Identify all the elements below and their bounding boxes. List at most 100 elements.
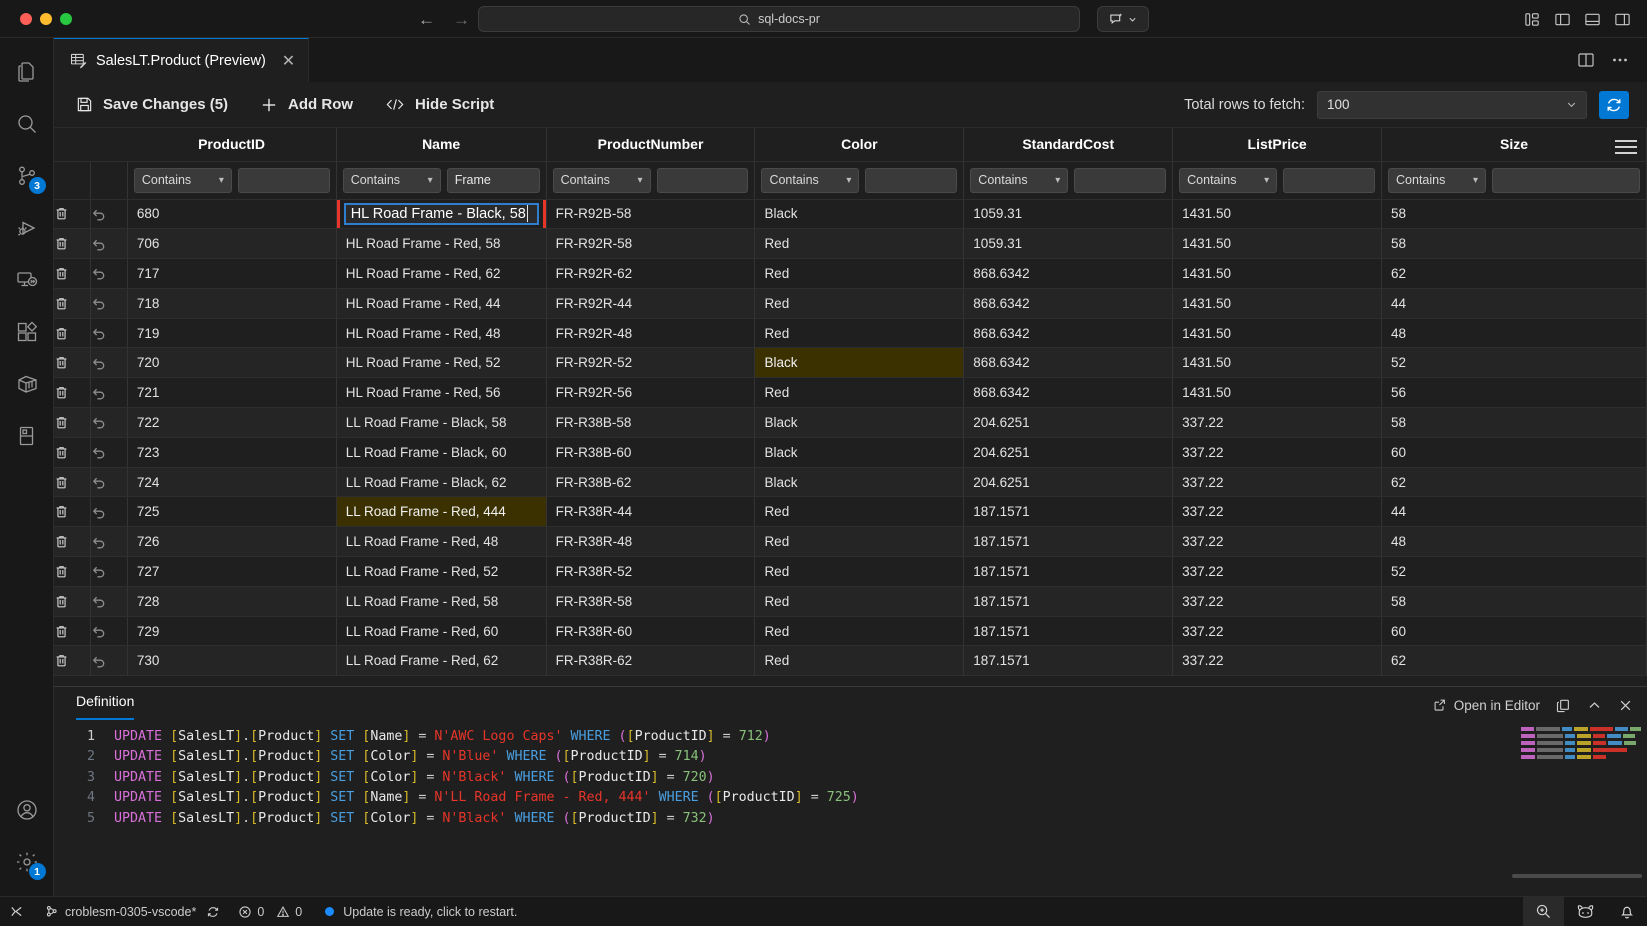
maximize-window-button[interactable]	[60, 12, 72, 25]
filter-input-productid[interactable]	[237, 167, 330, 193]
filter-input-size[interactable]	[1492, 167, 1640, 193]
cell-name[interactable]: LL Road Frame - Red, 62	[336, 645, 547, 677]
filter-input-productnumber[interactable]	[656, 167, 749, 193]
cell-color[interactable]: Red	[754, 228, 965, 260]
cell-size[interactable]: 44	[1381, 288, 1647, 319]
cell-standardcost[interactable]: 204.6251	[963, 467, 1174, 498]
script-scrollbar[interactable]	[1512, 874, 1642, 878]
cell-name[interactable]: LL Road Frame - Black, 60	[336, 437, 547, 468]
close-icon[interactable]	[1618, 698, 1633, 713]
trash-icon[interactable]	[54, 437, 92, 468]
cell-name[interactable]: LL Road Frame - Black, 62	[336, 467, 547, 498]
cell-color[interactable]: Red	[754, 288, 965, 319]
table-row[interactable]: 722 LL Road Frame - Black, 58 FR-R38B-58 Bl…	[54, 407, 1647, 438]
undo-icon[interactable]	[90, 616, 128, 647]
cell-standardcost[interactable]: 868.6342	[963, 258, 1174, 289]
sidebar-item-extensions[interactable]	[0, 306, 54, 358]
column-header-name[interactable]: Name	[336, 128, 547, 162]
cell-standardcost[interactable]: 868.6342	[963, 347, 1174, 379]
cell-name[interactable]: HL Road Frame - Red, 56	[336, 377, 547, 409]
sync-icon[interactable]	[206, 905, 220, 919]
trash-icon[interactable]	[54, 199, 92, 230]
arrow-right-icon[interactable]: →	[453, 9, 470, 29]
cell-listprice[interactable]: 1431.50	[1172, 347, 1383, 379]
undo-icon[interactable]	[90, 586, 128, 617]
table-row[interactable]: 719 HL Road Frame - Red, 48 FR-R92R-48 Red 8…	[54, 318, 1647, 349]
update-ready-indicator[interactable]: Update is ready, click to restart.	[311, 897, 526, 926]
cell-name[interactable]: LL Road Frame - Red, 48	[336, 526, 547, 558]
cell-productid[interactable]: 724	[127, 467, 337, 498]
cell-standardcost[interactable]: 868.6342	[963, 377, 1174, 409]
table-row[interactable]: 727 LL Road Frame - Red, 52 FR-R38R-52 Red 1…	[54, 556, 1647, 587]
cell-size[interactable]: 60	[1381, 616, 1647, 647]
cell-productid[interactable]: 728	[127, 586, 337, 617]
cell-listprice[interactable]: 1431.50	[1172, 288, 1383, 319]
chevron-up-icon[interactable]	[1587, 698, 1602, 713]
undo-icon[interactable]	[90, 377, 128, 409]
chat-menu-button[interactable]	[1097, 6, 1149, 32]
cell-size[interactable]: 58	[1381, 586, 1647, 617]
cell-standardcost[interactable]: 187.1571	[963, 616, 1174, 647]
trash-icon[interactable]	[54, 318, 92, 349]
trash-icon[interactable]	[54, 467, 92, 498]
sidebar-item-containers[interactable]	[0, 358, 54, 410]
column-header-listprice[interactable]: ListPrice	[1172, 128, 1383, 162]
cell-editor-input[interactable]: HL Road Frame - Black, 58	[343, 202, 539, 226]
filter-operator-productid[interactable]: Contains ▾	[133, 167, 232, 193]
cell-size[interactable]: 62	[1381, 467, 1647, 498]
table-row[interactable]: 730 LL Road Frame - Red, 62 FR-R38R-62 Red 1…	[54, 645, 1647, 677]
cell-listprice[interactable]: 1431.50	[1172, 199, 1383, 230]
cell-size[interactable]: 52	[1381, 347, 1647, 379]
column-header-size[interactable]: Size	[1381, 128, 1647, 162]
filter-input-standardcost[interactable]	[1074, 167, 1167, 193]
table-row[interactable]: 721 HL Road Frame - Red, 56 FR-R92R-56 Red 8…	[54, 377, 1647, 409]
cell-listprice[interactable]: 337.22	[1172, 496, 1383, 528]
cell-color[interactable]: Black	[754, 467, 965, 498]
undo-icon[interactable]	[90, 645, 128, 677]
cell-productnumber[interactable]: FR-R38R-58	[546, 586, 756, 617]
tab-definition[interactable]: Definition	[76, 693, 135, 720]
sidebar-item-source-control[interactable]: 3	[0, 150, 54, 202]
close-window-button[interactable]	[20, 12, 32, 25]
cell-listprice[interactable]: 1431.50	[1172, 228, 1383, 260]
cell-name[interactable]: LL Road Frame - Red, 60	[336, 616, 547, 647]
total-rows-select[interactable]: 100	[1317, 90, 1587, 119]
refresh-button[interactable]	[1599, 90, 1629, 119]
cell-color[interactable]: Black	[754, 347, 965, 379]
zoom-in-icon[interactable]	[1523, 896, 1564, 926]
undo-icon[interactable]	[90, 347, 128, 379]
undo-icon[interactable]	[90, 407, 128, 438]
cell-productnumber[interactable]: FR-R38R-48	[546, 526, 756, 558]
cell-size[interactable]: 58	[1381, 407, 1647, 438]
cell-productnumber[interactable]: FR-R92R-44	[546, 288, 756, 319]
cell-color[interactable]: Black	[754, 407, 965, 438]
cell-color[interactable]: Red	[754, 616, 965, 647]
cell-size[interactable]: 56	[1381, 377, 1647, 409]
cell-productnumber[interactable]: FR-R92B-58	[546, 199, 756, 230]
cell-productid[interactable]: 722	[127, 407, 337, 438]
trash-icon[interactable]	[54, 556, 92, 587]
cell-name[interactable]: LL Road Frame - Red, 52	[336, 556, 547, 587]
cell-listprice[interactable]: 337.22	[1172, 526, 1383, 558]
cell-standardcost[interactable]: 204.6251	[963, 407, 1174, 438]
cell-name[interactable]: LL Road Frame - Red, 58	[336, 586, 547, 617]
filter-operator-productnumber[interactable]: Contains ▾	[552, 167, 651, 193]
trash-icon[interactable]	[54, 288, 92, 319]
sidebar-item-search[interactable]	[0, 98, 54, 150]
undo-icon[interactable]	[90, 258, 128, 289]
cell-productnumber[interactable]: FR-R92R-52	[546, 347, 756, 379]
cell-productnumber[interactable]: FR-R38R-62	[546, 645, 756, 677]
hide-script-button[interactable]: Hide Script	[385, 96, 494, 113]
cell-listprice[interactable]: 1431.50	[1172, 258, 1383, 289]
filter-operator-size[interactable]: Contains ▾	[1388, 167, 1487, 193]
minimize-window-button[interactable]	[40, 12, 52, 25]
cell-productid[interactable]: 680	[127, 199, 337, 230]
split-editor-icon[interactable]	[1577, 51, 1595, 69]
undo-icon[interactable]	[90, 288, 128, 319]
problems-indicator[interactable]: 0 0	[229, 897, 311, 926]
trash-icon[interactable]	[54, 407, 92, 438]
trash-icon[interactable]	[54, 645, 92, 677]
table-row[interactable]: 720 HL Road Frame - Red, 52 FR-R92R-52 Blac…	[54, 347, 1647, 379]
trash-icon[interactable]	[54, 347, 92, 379]
filter-operator-name[interactable]: Contains ▾	[342, 167, 441, 193]
